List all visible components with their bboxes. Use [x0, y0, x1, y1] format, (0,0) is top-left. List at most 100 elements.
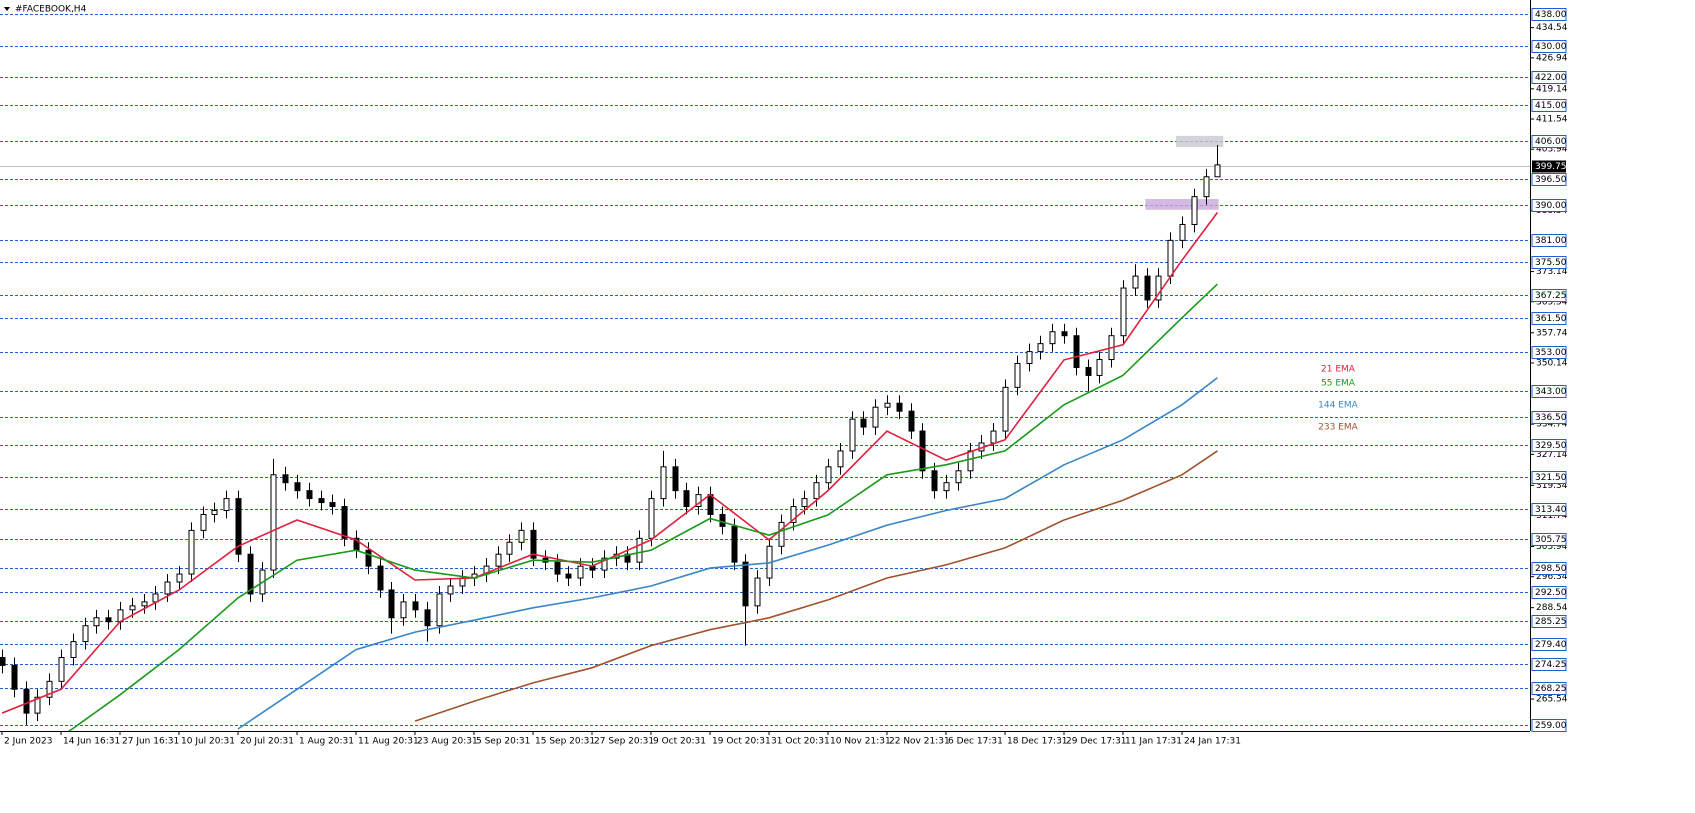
ema-line: [237, 377, 1218, 730]
candle-body: [0, 657, 6, 666]
plot: [0, 135, 1224, 731]
candle-body: [1026, 351, 1033, 365]
y-tick-label: 403.94: [1536, 145, 1568, 155]
level-label: 321.50: [1535, 473, 1567, 483]
level-label: 390.00: [1535, 201, 1567, 211]
y-tick-label: 334.74: [1536, 420, 1568, 430]
level-label-box: [1531, 719, 1567, 732]
candle-body: [1214, 164, 1221, 178]
zone: [1145, 199, 1219, 210]
level-label: 279.40: [1535, 640, 1567, 650]
x-tick-label: 27 Sep 20:31: [594, 737, 654, 747]
x-tick-label: 2 Jun 2023: [4, 737, 52, 747]
candle-body: [1144, 275, 1151, 301]
level-label-box: [1531, 8, 1567, 21]
x-tick-label: 31 Oct 20:31: [771, 737, 830, 747]
x-tick-label: 27 Jun 16:31: [122, 737, 179, 747]
level-label: 336.50: [1535, 413, 1567, 423]
legend-label: 233 EMA: [1318, 423, 1358, 433]
level-label: 329.50: [1535, 441, 1567, 451]
y-tick-label: 319.34: [1536, 481, 1568, 491]
candle-body: [565, 573, 572, 579]
y-tick-label: 426.94: [1536, 53, 1568, 63]
candle-body: [1049, 331, 1056, 345]
candle-body: [436, 593, 443, 627]
x-tick-label: 10 Nov 21:31: [830, 737, 891, 747]
levels: [0, 14, 1530, 726]
level-label: 268.25: [1535, 684, 1567, 694]
candle-body: [1096, 359, 1103, 376]
level-label-box: [1531, 533, 1567, 546]
level-label: 361.50: [1535, 314, 1567, 324]
candle-body: [813, 482, 820, 500]
y-tick-label: 265.54: [1536, 695, 1568, 705]
candle-body: [200, 513, 207, 531]
candle-body: [176, 573, 183, 583]
level-label: 313.40: [1535, 505, 1567, 515]
level-label-box: [1531, 682, 1567, 695]
candle-body: [872, 406, 879, 428]
current-price-label: 399.75: [1535, 162, 1567, 172]
candle-body: [1179, 223, 1186, 241]
candle-body: [683, 490, 690, 508]
candle-body: [1002, 386, 1009, 432]
candle-body: [731, 525, 738, 563]
level-label: 353.00: [1535, 348, 1567, 358]
level-label-box: [1531, 71, 1567, 84]
candle-body: [801, 498, 808, 508]
level-label-box: [1531, 385, 1567, 398]
candle-body: [282, 474, 289, 484]
level-label: 430.00: [1535, 42, 1567, 52]
level-label: 298.50: [1535, 564, 1567, 574]
menu-arrow[interactable]: [4, 7, 10, 11]
x-tick-label: 11 Jan 17:31: [1125, 737, 1182, 747]
level-label-box: [1531, 638, 1567, 651]
level-label-box: [1531, 173, 1567, 186]
y-tick-label: 434.54: [1536, 23, 1568, 33]
y-tick-label: 365.54: [1536, 297, 1568, 307]
candle-body: [825, 466, 832, 484]
candle-body: [82, 625, 89, 643]
candle-body: [412, 601, 419, 611]
candle-body: [1191, 196, 1198, 225]
candle-body: [129, 605, 136, 611]
candle-body: [1061, 331, 1068, 337]
y-tick-label: 357.74: [1536, 328, 1568, 338]
x-tick-label: 29 Dec 17:31: [1066, 737, 1127, 747]
level-label-box: [1531, 615, 1567, 628]
candle-body: [1167, 239, 1174, 277]
candle-body: [1014, 363, 1021, 388]
candle-body: [164, 581, 171, 595]
y-tick-label: 311.74: [1536, 511, 1568, 521]
candle-body: [990, 430, 997, 444]
x-tick-label: 23 Aug 20:31: [417, 737, 478, 747]
candle-body: [400, 601, 407, 619]
candle-body: [896, 402, 903, 412]
candle-body: [11, 664, 18, 690]
candle-body: [754, 577, 761, 607]
candle-body: [672, 466, 679, 492]
legend-label: 55 EMA: [1321, 379, 1356, 389]
level-label-box: [1531, 199, 1567, 212]
candle-body: [518, 529, 525, 543]
candle-body: [919, 430, 926, 472]
y-tick-label: 303.94: [1536, 542, 1568, 552]
level-label-box: [1531, 411, 1567, 424]
level-label: 375.50: [1535, 258, 1567, 268]
x-tick-label: 18 Dec 17:31: [1007, 737, 1068, 747]
candle-body: [908, 410, 915, 432]
candle-body: [23, 688, 30, 714]
candle-body: [34, 696, 41, 714]
candle-body: [58, 657, 65, 682]
ema-line: [68, 283, 1218, 731]
candle-body: [601, 557, 608, 571]
level-label-box: [1531, 40, 1567, 53]
candle-body: [70, 641, 77, 659]
level-label-box: [1531, 503, 1567, 516]
candle-body: [318, 498, 325, 504]
candle-body: [648, 498, 655, 539]
x-tick-label: 19 Oct 20:31: [712, 737, 771, 747]
candle-body: [943, 482, 950, 492]
level-label: 406.00: [1535, 137, 1567, 147]
